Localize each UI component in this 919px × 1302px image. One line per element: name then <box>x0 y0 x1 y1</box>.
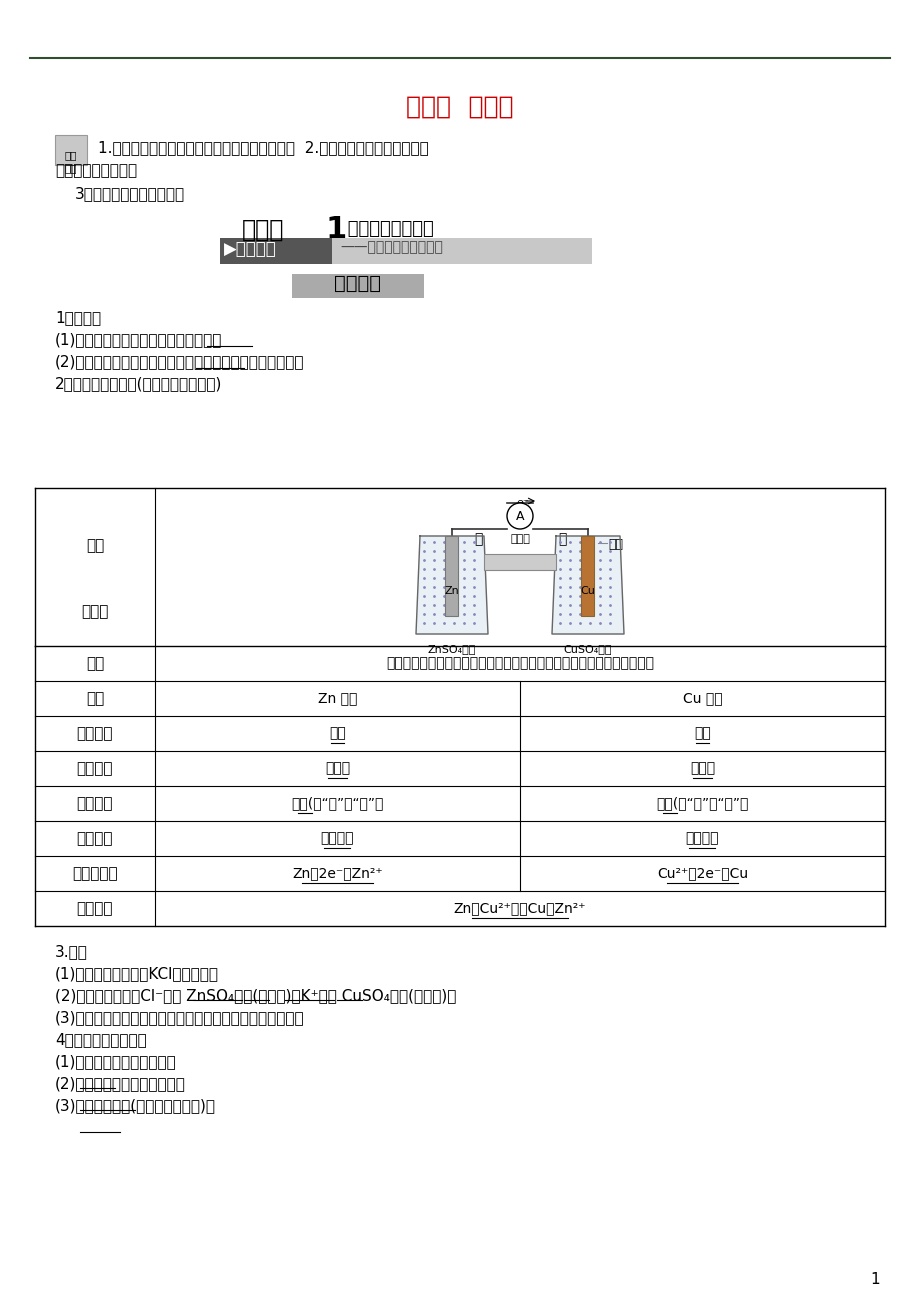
Text: Zn: Zn <box>444 586 459 596</box>
Text: 2．原电池工作原理(以锄铜原电池为例): 2．原电池工作原理(以锄铜原电池为例) <box>55 376 222 391</box>
Text: 学习
目标: 学习 目标 <box>64 150 77 173</box>
Circle shape <box>506 503 532 529</box>
Text: 3．能设计简单的原电池。: 3．能设计简单的原电池。 <box>75 186 185 201</box>
FancyBboxPatch shape <box>220 238 332 264</box>
Text: 第一节  原电池: 第一节 原电池 <box>406 95 513 118</box>
Text: (2)电解质溶液或燕融电解质。: (2)电解质溶液或燕融电解质。 <box>55 1075 186 1091</box>
Text: ——稳固根基，热身小试: ——稳固根基，热身小试 <box>340 240 442 254</box>
Text: 得失电子: 得失电子 <box>76 760 113 776</box>
Text: 装置

示意图: 装置 示意图 <box>81 538 108 618</box>
Text: ＋: ＋ <box>557 533 565 546</box>
Text: e⁻: e⁻ <box>516 497 528 508</box>
Text: 4．原电池形成的条件: 4．原电池形成的条件 <box>55 1032 147 1047</box>
Text: 反应类型: 反应类型 <box>76 831 113 846</box>
Text: ZnSO₄溶液: ZnSO₄溶液 <box>427 644 476 654</box>
Bar <box>581 536 594 616</box>
Polygon shape <box>415 536 487 634</box>
Text: 3.盐桥: 3.盐桥 <box>55 944 88 960</box>
Bar <box>483 553 555 570</box>
Polygon shape <box>551 536 623 634</box>
Text: 电极: 电极 <box>85 691 104 706</box>
Text: Zn－2e⁻＝Zn²⁺: Zn－2e⁻＝Zn²⁺ <box>292 867 382 880</box>
Text: 电极名称: 电极名称 <box>76 727 113 741</box>
Text: (2)实质：自发进行的氧化还原反应，把化学能转化为电能。: (2)实质：自发进行的氧化还原反应，把化学能转化为电能。 <box>55 354 304 368</box>
Text: 电极反应式: 电极反应式 <box>72 866 118 881</box>
Text: CuSO₄溶液: CuSO₄溶液 <box>563 644 611 654</box>
Text: 负极: 负极 <box>329 727 346 741</box>
Text: 教材梳理: 教材梳理 <box>335 273 381 293</box>
Text: 流入(填“出”或“入”）: 流入(填“出”或“入”） <box>655 797 748 811</box>
Text: 原电池的工作原理: 原电池的工作原理 <box>342 220 433 238</box>
Text: 正极: 正极 <box>693 727 710 741</box>
Text: 还原反应: 还原反应 <box>685 832 719 845</box>
Text: 1: 1 <box>325 215 346 243</box>
Text: 得电子: 得电子 <box>689 762 714 776</box>
Text: 1.以铜锡原电池为例，了解原电池的工作原理。  2.掌握原电池电极反应式和总: 1.以铜锡原电池为例，了解原电池的工作原理。 2.掌握原电池电极反应式和总 <box>98 141 428 155</box>
Text: Zn 电极: Zn 电极 <box>317 691 357 706</box>
Text: 氧化反应: 氧化反应 <box>321 832 354 845</box>
FancyBboxPatch shape <box>291 273 424 298</box>
Text: 电子流向: 电子流向 <box>76 796 113 811</box>
FancyBboxPatch shape <box>55 135 87 165</box>
Text: 失电子: 失电子 <box>324 762 350 776</box>
Text: (2)离子移动方向：Cl⁻移向 ZnSO₄溶液(负极区)，K⁺移向 CuSO₄溶液(正极区)。: (2)离子移动方向：Cl⁻移向 ZnSO₄溶液(负极区)，K⁺移向 CuSO₄溶… <box>55 988 456 1003</box>
Text: 反应方程式的书写。: 反应方程式的书写。 <box>55 163 137 178</box>
Text: 1: 1 <box>869 1272 879 1286</box>
Text: ▶自主学习: ▶自主学习 <box>223 240 277 258</box>
Text: 电流表: 电流表 <box>509 534 529 544</box>
Text: Zn＋Cu²⁺＝＝Cu＋Zn²⁺: Zn＋Cu²⁺＝＝Cu＋Zn²⁺ <box>453 901 585 915</box>
Text: 总反应式: 总反应式 <box>76 901 113 917</box>
Text: 盐桥: 盐桥 <box>607 538 622 551</box>
Text: －: － <box>473 533 482 546</box>
Text: A: A <box>516 509 524 522</box>
Text: (3)形成闭合回路(或两极直接接触)。: (3)形成闭合回路(或两极直接接触)。 <box>55 1098 216 1113</box>
Text: (3)作用：使两个半电池形成通路，并保持两溶液的电中性。: (3)作用：使两个半电池形成通路，并保持两溶液的电中性。 <box>55 1010 304 1025</box>
Text: 现象: 现象 <box>85 656 104 671</box>
Text: (1)两个活泼性不同的电极。: (1)两个活泼性不同的电极。 <box>55 1055 176 1069</box>
Text: (1)成分：含有琼脂的KCl饱和溶液。: (1)成分：含有琼脂的KCl饱和溶液。 <box>55 966 219 980</box>
Text: Cu 电极: Cu 电极 <box>682 691 721 706</box>
FancyBboxPatch shape <box>332 238 591 264</box>
Text: 流出(填“出”或“入”）: 流出(填“出”或“入”） <box>291 797 383 811</box>
Text: 锌片逐渐溶解，铜片上有红色物质析出，质量增加，电流表指针发生偏转: 锌片逐渐溶解，铜片上有红色物质析出，质量增加，电流表指针发生偏转 <box>386 656 653 671</box>
Text: (1)概念：将化学能转化为电能的装置。: (1)概念：将化学能转化为电能的装置。 <box>55 332 222 348</box>
Text: Cu²⁺＋2e⁻＝Cu: Cu²⁺＋2e⁻＝Cu <box>656 867 747 880</box>
Text: Cu: Cu <box>580 586 595 596</box>
Text: 1．原电池: 1．原电池 <box>55 310 101 326</box>
Bar <box>445 536 458 616</box>
Text: 知识点: 知识点 <box>242 217 284 242</box>
